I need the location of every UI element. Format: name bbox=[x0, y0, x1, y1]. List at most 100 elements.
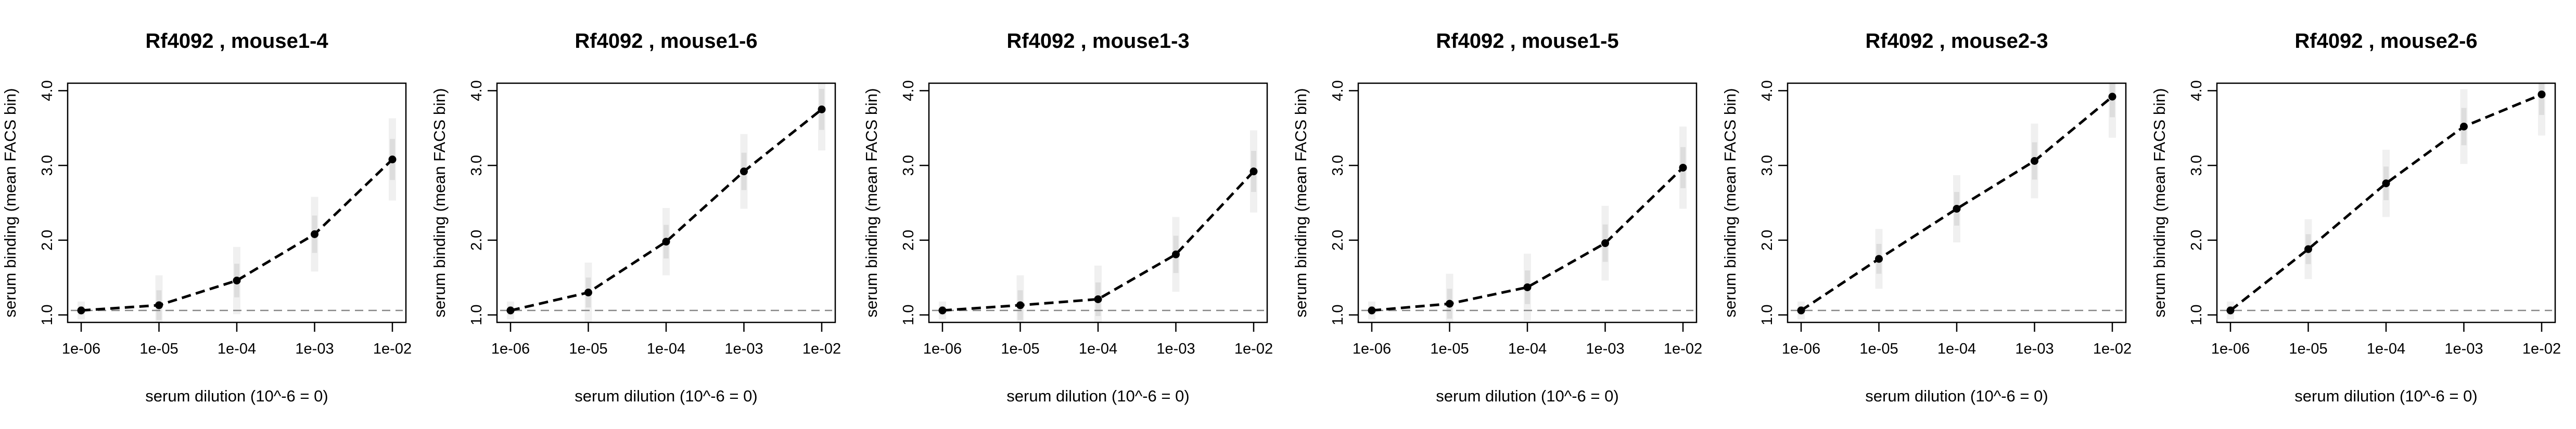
distribution-streak bbox=[1094, 265, 1102, 322]
series-line bbox=[81, 158, 393, 312]
data-point bbox=[1601, 239, 1609, 248]
x-tick-label: 1e-02 bbox=[1234, 341, 1273, 357]
panel-title: Rf4092 , mouse1-3 bbox=[1006, 30, 1189, 53]
chart-panel-4: Rf4092 , mouse1-5 1e-06 1e-05 1e-04 1e-03 1e-… bbox=[1292, 30, 1702, 405]
data-point bbox=[818, 105, 826, 113]
series-line bbox=[1800, 95, 2113, 312]
y-tick-label: 1.0 bbox=[1330, 304, 1346, 325]
chart-panel-3: Rf4092 , mouse1-3 1e-06 1e-05 1e-04 1e-03 1e-… bbox=[862, 30, 1273, 405]
x-axis-label: serum dilution (10^-6 = 0) bbox=[2294, 387, 2477, 405]
data-point bbox=[1679, 163, 1687, 172]
x-tick-label: 1e-05 bbox=[1859, 341, 1898, 357]
data-point bbox=[662, 238, 670, 246]
data-point bbox=[2460, 122, 2468, 131]
data-point bbox=[1172, 250, 1180, 258]
x-tick-label: 1e-02 bbox=[2093, 341, 2132, 357]
data-point bbox=[1523, 283, 1532, 291]
y-tick-label: 4.0 bbox=[468, 80, 485, 101]
chart-panel-6: Rf4092 , mouse2-6 1e-06 1e-05 1e-04 1e-03 1e-… bbox=[2150, 30, 2561, 405]
x-tick-label: 1e-05 bbox=[1001, 341, 1039, 357]
chart-panel-5: Rf4092 , mouse2-3 1e-06 1e-05 1e-04 1e-03 1e-… bbox=[1721, 30, 2132, 405]
distribution-core bbox=[2539, 83, 2544, 115]
x-tick-label: 1e-02 bbox=[2522, 341, 2561, 357]
x-tick-label: 1e-03 bbox=[1586, 341, 1624, 357]
panel-title: Rf4092 , mouse1-6 bbox=[575, 30, 757, 53]
data-point bbox=[2226, 306, 2235, 315]
y-axis-label: serum binding (mean FACS bin) bbox=[430, 88, 449, 317]
data-point bbox=[2108, 93, 2116, 101]
x-tick-label: 1e-04 bbox=[1937, 341, 1976, 357]
y-tick-label: 2.0 bbox=[468, 230, 485, 251]
data-point bbox=[506, 306, 515, 315]
y-tick-label: 1.0 bbox=[468, 304, 485, 325]
x-tick-label: 1e-06 bbox=[2211, 341, 2250, 357]
x-tick-label: 1e-06 bbox=[62, 341, 100, 357]
y-axis-label: serum binding (mean FACS bin) bbox=[862, 88, 881, 317]
x-tick-label: 1e-06 bbox=[923, 341, 962, 357]
series-line bbox=[942, 170, 1255, 312]
x-tick-label: 1e-02 bbox=[373, 341, 412, 357]
y-tick-label: 2.0 bbox=[39, 230, 56, 251]
y-tick-label: 3.0 bbox=[468, 155, 485, 176]
y-tick-label: 4.0 bbox=[1759, 80, 1776, 101]
y-tick-label: 1.0 bbox=[1759, 304, 1776, 325]
data-point bbox=[2031, 157, 2038, 165]
x-tick-label: 1e-03 bbox=[2015, 341, 2054, 357]
y-tick-label: 2.0 bbox=[1330, 230, 1346, 251]
data-point bbox=[938, 306, 947, 315]
data-point bbox=[584, 289, 592, 296]
chart-panel-2: Rf4092 , mouse1-6 1e-06 1e-05 1e-04 1e-03 1e-… bbox=[430, 30, 841, 405]
x-tick-label: 1e-06 bbox=[1782, 341, 1820, 357]
chart-panel-1: Rf4092 , mouse1-4 1e-06 1e-05 1e-04 1e-03 1e-… bbox=[1, 30, 412, 405]
y-axis-label: serum binding (mean FACS bin) bbox=[1292, 88, 1310, 317]
x-tick-label: 1e-03 bbox=[2444, 341, 2483, 357]
y-tick-label: 4.0 bbox=[900, 80, 917, 101]
data-point bbox=[1446, 300, 1453, 308]
data-point bbox=[1016, 301, 1024, 309]
panel-title: Rf4092 , mouse2-3 bbox=[1865, 30, 2048, 53]
x-axis-label: serum dilution (10^-6 = 0) bbox=[1865, 387, 2048, 405]
x-axis-label: serum dilution (10^-6 = 0) bbox=[1006, 387, 1189, 405]
data-point bbox=[1953, 205, 1961, 213]
data-point bbox=[1368, 306, 1376, 315]
plot-frame bbox=[496, 82, 836, 323]
x-axis-label: serum dilution (10^-6 = 0) bbox=[1436, 387, 1618, 405]
x-tick-label: 1e-04 bbox=[1508, 341, 1547, 357]
x-tick-label: 1e-05 bbox=[139, 341, 178, 357]
x-tick-label: 1e-05 bbox=[1430, 341, 1469, 357]
panel-title: Rf4092 , mouse1-4 bbox=[145, 30, 328, 53]
x-tick-label: 1e-03 bbox=[1156, 341, 1195, 357]
x-tick-label: 1e-05 bbox=[569, 341, 607, 357]
x-tick-label: 1e-03 bbox=[295, 341, 334, 357]
distribution-streak bbox=[818, 83, 825, 151]
y-tick-label: 1.0 bbox=[2188, 304, 2205, 325]
y-tick-label: 2.0 bbox=[900, 230, 917, 251]
series-line bbox=[2229, 93, 2542, 311]
y-tick-label: 4.0 bbox=[39, 80, 56, 101]
y-tick-label: 1.0 bbox=[900, 304, 917, 325]
x-tick-label: 1e-02 bbox=[1664, 341, 1702, 357]
y-tick-label: 3.0 bbox=[2188, 155, 2205, 176]
x-tick-label: 1e-04 bbox=[218, 341, 256, 357]
y-tick-label: 3.0 bbox=[900, 155, 917, 176]
y-tick-label: 3.0 bbox=[1330, 155, 1346, 176]
data-point bbox=[1875, 255, 1883, 263]
data-point bbox=[155, 301, 163, 309]
panel-title: Rf4092 , mouse2-6 bbox=[2294, 30, 2477, 53]
y-tick-label: 3.0 bbox=[1759, 155, 1776, 176]
x-tick-label: 1e-04 bbox=[647, 341, 685, 357]
y-tick-label: 4.0 bbox=[2188, 80, 2205, 101]
y-tick-label: 1.0 bbox=[39, 304, 56, 325]
x-tick-label: 1e-03 bbox=[724, 341, 763, 357]
data-point bbox=[2304, 245, 2312, 253]
data-point bbox=[2382, 179, 2390, 188]
panel-title: Rf4092 , mouse1-5 bbox=[1436, 30, 1618, 53]
x-tick-label: 1e-02 bbox=[802, 341, 841, 357]
series-line bbox=[1371, 166, 1684, 312]
series-line bbox=[510, 108, 823, 312]
x-tick-label: 1e-04 bbox=[2367, 341, 2405, 357]
data-point bbox=[388, 155, 397, 164]
data-point bbox=[77, 306, 85, 315]
data-point bbox=[311, 230, 318, 238]
